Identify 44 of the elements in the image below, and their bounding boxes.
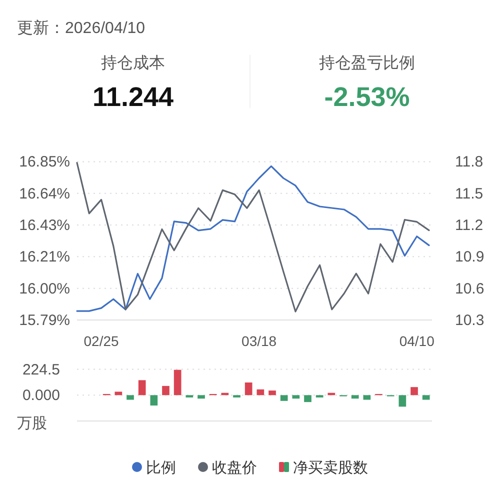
bar [244, 382, 252, 396]
y-tick-label: 15.79% [19, 312, 70, 329]
y2-tick-label: 11.8 [455, 154, 484, 171]
bar [150, 395, 158, 406]
bar [410, 387, 418, 396]
y-tick-label: 16.00% [19, 280, 70, 298]
legend-label: 收盘价 [212, 460, 257, 476]
bar [126, 395, 134, 400]
y2-tick-label: 10.9 [455, 248, 484, 266]
legend-label: 比例 [146, 460, 176, 476]
y-tick-label: 16.43% [19, 217, 70, 234]
bar [198, 395, 205, 399]
bar [138, 380, 146, 396]
y-tick-label: 16.64% [19, 185, 70, 202]
x-tick-label: 02/25 [84, 333, 119, 349]
x-tick-label: 04/10 [399, 333, 435, 349]
bar [422, 395, 430, 400]
bar [304, 395, 312, 402]
bar [114, 392, 122, 396]
y2-tick-label: 10.3 [455, 312, 484, 329]
y2-tick-label: 11.2 [455, 217, 484, 234]
bar [280, 395, 288, 401]
bar [363, 395, 371, 400]
text: 持仓成本 [101, 54, 165, 72]
y-tick-label: 16.85% [19, 154, 70, 171]
bar [174, 370, 182, 396]
text: 11.244 [92, 82, 174, 112]
y-tick-label: 0.000 [22, 387, 60, 404]
bar [162, 386, 170, 396]
y2-tick-label: 11.5 [455, 185, 484, 202]
y-tick-label: 224.5 [22, 361, 60, 378]
text: 更新：2026/04/10 [17, 19, 146, 37]
y-tick-label: 16.21% [19, 248, 70, 266]
bar [398, 395, 406, 407]
x-tick-label: 03/18 [242, 333, 277, 349]
bar [268, 390, 276, 396]
text: -2.53% [324, 82, 410, 112]
legend-label: 净买卖股数 [293, 460, 368, 476]
bar [292, 395, 300, 399]
text: 持仓盈亏比例 [319, 54, 415, 72]
bar [256, 389, 264, 396]
y-axis-title: 万股 [17, 415, 47, 432]
bar [351, 395, 359, 399]
y2-tick-label: 10.6 [455, 280, 484, 298]
